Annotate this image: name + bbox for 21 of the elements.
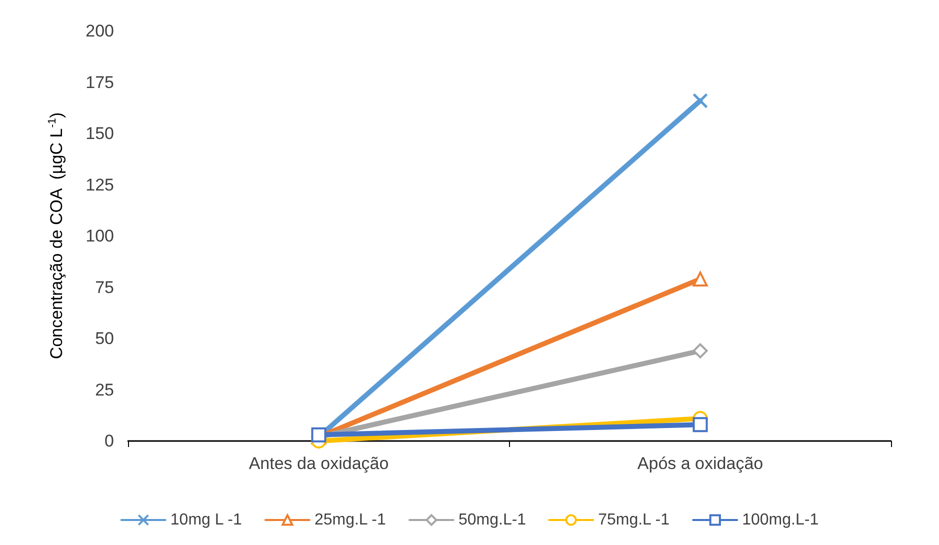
legend-label: 10mg L -1	[170, 512, 242, 528]
x-tick-label: Após a oxidação	[637, 454, 764, 473]
y-tick-label: 125	[86, 175, 114, 194]
point	[692, 92, 708, 108]
y-tick-label: 150	[86, 124, 114, 143]
legend-label: 25mg.L -1	[314, 512, 386, 528]
legend-label: 100mg.L-1	[742, 512, 819, 528]
x-tick-label: Antes da oxidação	[248, 454, 389, 473]
y-tick-label: 25	[95, 380, 114, 400]
y-axis-title: Concentração de COA (µgC L-1)	[46, 112, 66, 360]
legend-label: 50mg.L-1	[458, 512, 526, 528]
y-tick-label: 200	[86, 22, 114, 40]
point	[692, 417, 708, 432]
y-tick-label: 75	[95, 278, 114, 297]
y-tick-label: 100	[86, 226, 114, 246]
y-tick-label: 175	[86, 72, 114, 92]
legend-label: 75mg.L -1	[598, 512, 670, 528]
point	[692, 343, 708, 358]
y-tick-label: 50	[95, 329, 114, 348]
y-tick-label: 0	[104, 432, 114, 450]
point	[692, 272, 708, 287]
